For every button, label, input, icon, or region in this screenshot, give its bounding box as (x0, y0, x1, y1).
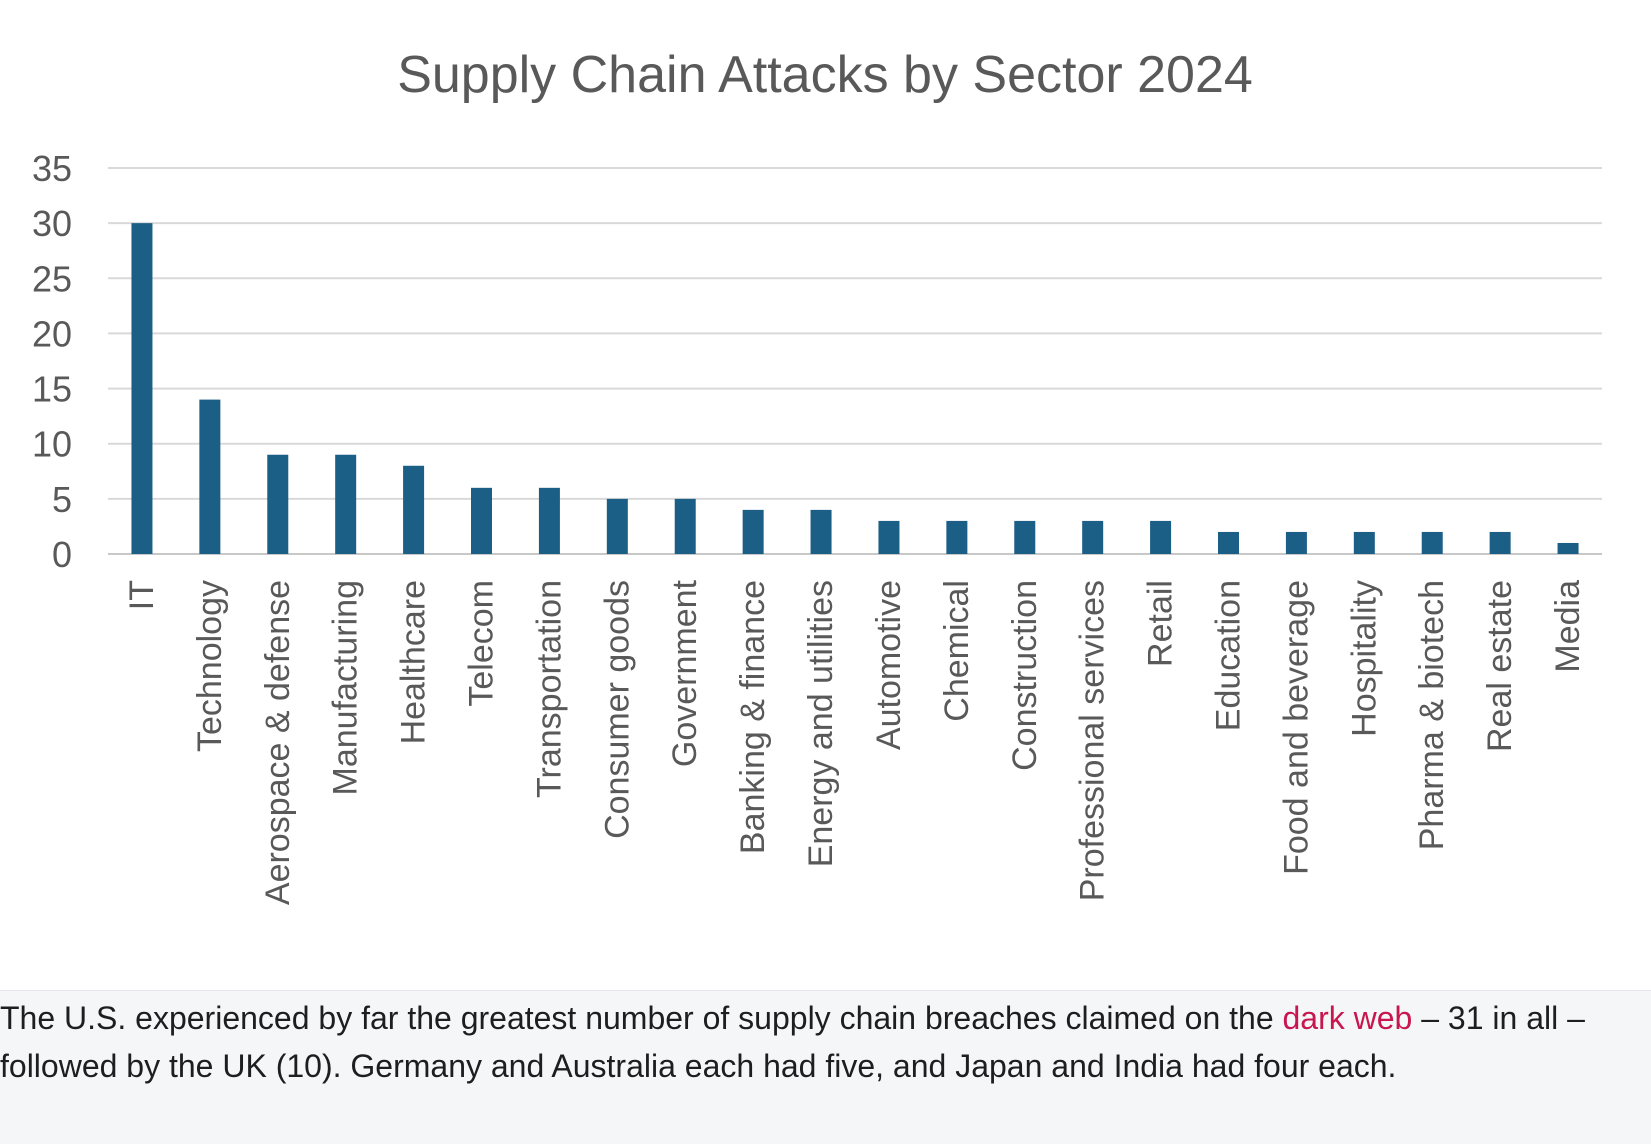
x-axis-labels: IT Technology Aerospace & defense Manufactu… (123, 579, 1587, 905)
y-axis-ticks: 0 5 10 15 20 25 30 35 (32, 148, 72, 575)
x-tick-label: Food and beverage (1277, 580, 1315, 875)
x-tick-label: Banking & finance (734, 580, 772, 854)
chart-panel: Supply Chain Attacks by Sector 2024 0 5 10… (0, 46, 1651, 991)
x-tick-label: Media (1549, 580, 1587, 673)
bar-food-and-beverage (1285, 531, 1307, 554)
x-tick-label: Education (1210, 580, 1248, 731)
x-tick-label: Manufacturing (327, 580, 365, 795)
caption-text-end: – 31 in all – followed by the UK (10). G… (0, 1000, 1585, 1084)
y-tick-label: 35 (32, 148, 72, 189)
x-tick-label: IT (123, 580, 161, 610)
x-tick-label: Retail (1142, 580, 1180, 667)
bar-construction (1014, 520, 1036, 554)
x-tick-label: Pharma & biotech (1413, 580, 1451, 850)
bar-hospitality (1353, 531, 1375, 554)
x-tick-label: Professional services (1074, 580, 1112, 901)
chart-title: Supply Chain Attacks by Sector 2024 (397, 46, 1253, 104)
bar-chemical (946, 520, 968, 554)
article-caption: The U.S. experienced by far the greatest… (0, 994, 1651, 1090)
bar-consumer-goods (606, 498, 628, 554)
bar-telecom (471, 487, 492, 554)
x-tick-label: Energy and utilities (802, 580, 840, 867)
bar-banking-finance (742, 509, 764, 554)
x-tick-label: Transportation (530, 580, 568, 798)
x-tick-label: Hospitality (1345, 580, 1383, 737)
bar-technology (199, 399, 221, 554)
x-tick-label: Aerospace & defense (259, 580, 297, 905)
x-tick-label: Technology (191, 580, 229, 752)
x-tick-label: Real estate (1481, 580, 1519, 752)
bar-chart: Supply Chain Attacks by Sector 2024 0 5 10… (32, 46, 1602, 905)
bars (131, 223, 1579, 554)
dark-web-link[interactable]: dark web (1282, 1000, 1413, 1036)
bar-real-estate (1489, 531, 1511, 554)
y-tick-label: 20 (32, 313, 72, 354)
bar-aerospace-defense (267, 454, 289, 554)
bar-pharma-biotech (1421, 531, 1443, 554)
caption-text-start: The U.S. experienced by far the greatest… (0, 1000, 1283, 1036)
y-tick-label: 30 (32, 203, 72, 244)
bar-professional-services (1082, 520, 1104, 554)
x-tick-label: Government (666, 579, 704, 767)
bar-government (674, 498, 696, 554)
bar-media (1557, 542, 1579, 554)
y-tick-label: 15 (32, 369, 72, 410)
x-tick-label: Automotive (870, 580, 908, 750)
y-tick-label: 25 (32, 258, 72, 299)
x-tick-label: Construction (1006, 580, 1044, 771)
bar-automotive (878, 520, 900, 554)
y-tick-label: 5 (52, 479, 72, 520)
bar-manufacturing (335, 454, 357, 554)
y-tick-label: 0 (52, 534, 72, 575)
bar-it (131, 223, 153, 554)
bar-retail (1150, 520, 1172, 554)
bar-transportation (538, 487, 560, 554)
gridlines (108, 167, 1602, 555)
bar-education (1218, 531, 1239, 554)
x-tick-label: Chemical (938, 580, 976, 722)
bar-healthcare (403, 465, 425, 554)
y-tick-label: 10 (32, 424, 72, 465)
x-tick-label: Healthcare (395, 580, 433, 744)
bar-energy-and-utilities (810, 509, 832, 554)
x-tick-label: Telecom (463, 580, 501, 707)
x-tick-label: Consumer goods (598, 580, 636, 839)
